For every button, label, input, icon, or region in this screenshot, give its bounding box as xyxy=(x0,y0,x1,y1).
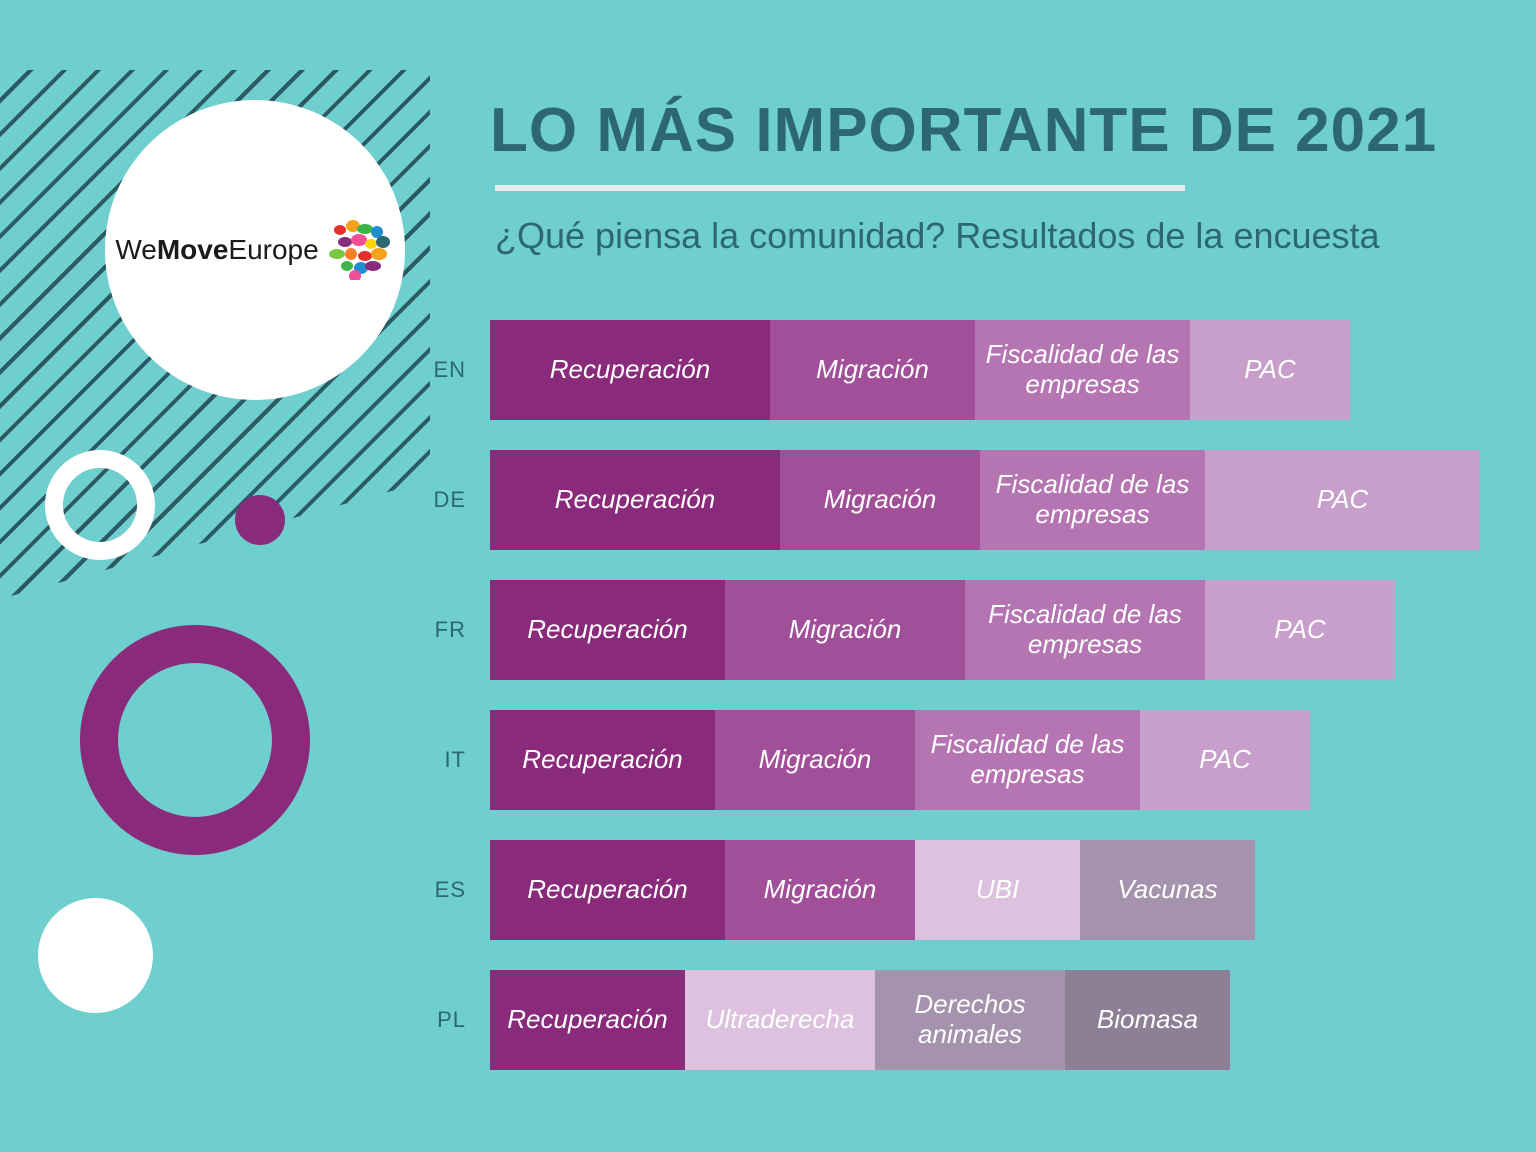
page-subtitle: ¿Qué piensa la comunidad? Resultados de … xyxy=(495,215,1380,257)
chart-segment: Migración xyxy=(780,450,980,550)
chart-row: DERecuperaciónMigraciónFiscalidad de las… xyxy=(490,450,1500,550)
chart-segment: PAC xyxy=(1140,710,1310,810)
chart-segment: Recuperación xyxy=(490,710,715,810)
decor-ring-white xyxy=(45,450,155,560)
chart-row-label: EN xyxy=(433,357,490,383)
chart-segment: Migración xyxy=(715,710,915,810)
decor-dot-white xyxy=(38,898,153,1013)
chart-segment: Recuperación xyxy=(490,970,685,1070)
chart-row-label: ES xyxy=(435,877,490,903)
logo-text: WeMoveEurope xyxy=(115,234,318,266)
chart-segment: Recuperación xyxy=(490,580,725,680)
chart-row: PLRecuperaciónUltraderechaDerechos anima… xyxy=(490,970,1500,1070)
stacked-bar-chart: ENRecuperaciónMigraciónFiscalidad de las… xyxy=(490,320,1500,1070)
decor-dot-purple-small xyxy=(235,495,285,545)
chart-segment: PAC xyxy=(1205,580,1395,680)
title-underline xyxy=(495,185,1185,191)
chart-row: ITRecuperaciónMigraciónFiscalidad de las… xyxy=(490,710,1500,810)
chart-segment: Ultraderecha xyxy=(685,970,875,1070)
logo-badge: WeMoveEurope xyxy=(105,100,405,400)
chart-segment: Fiscalidad de las empresas xyxy=(965,580,1205,680)
chart-segment: Migración xyxy=(725,580,965,680)
chart-segment: Biomasa xyxy=(1065,970,1230,1070)
logo-map-icon xyxy=(325,220,395,280)
chart-row-label: DE xyxy=(433,487,490,513)
chart-row-label: PL xyxy=(437,1007,490,1033)
chart-segment: Derechos animales xyxy=(875,970,1065,1070)
chart-segment: Migración xyxy=(770,320,975,420)
chart-row: ENRecuperaciónMigraciónFiscalidad de las… xyxy=(490,320,1500,420)
chart-segment: Migración xyxy=(725,840,915,940)
chart-segment: Fiscalidad de las empresas xyxy=(975,320,1190,420)
chart-row: FRRecuperaciónMigraciónFiscalidad de las… xyxy=(490,580,1500,680)
chart-segment: Vacunas xyxy=(1080,840,1255,940)
chart-segment: Recuperación xyxy=(490,840,725,940)
chart-segment: PAC xyxy=(1190,320,1350,420)
chart-segment: Fiscalidad de las empresas xyxy=(980,450,1205,550)
canvas: WeMoveEurope LO MÁS IMPORTANTE DE 2021 ¿… xyxy=(0,0,1536,1152)
chart-row: ESRecuperaciónMigraciónUBIVacunas xyxy=(490,840,1500,940)
chart-segment: Recuperación xyxy=(490,320,770,420)
decor-ring-purple xyxy=(80,625,310,855)
chart-segment: UBI xyxy=(915,840,1080,940)
chart-row-label: IT xyxy=(444,747,490,773)
page-title: LO MÁS IMPORTANTE DE 2021 xyxy=(490,95,1437,166)
chart-segment: Recuperación xyxy=(490,450,780,550)
chart-row-label: FR xyxy=(435,617,490,643)
chart-segment: Fiscalidad de las empresas xyxy=(915,710,1140,810)
chart-segment: PAC xyxy=(1205,450,1480,550)
